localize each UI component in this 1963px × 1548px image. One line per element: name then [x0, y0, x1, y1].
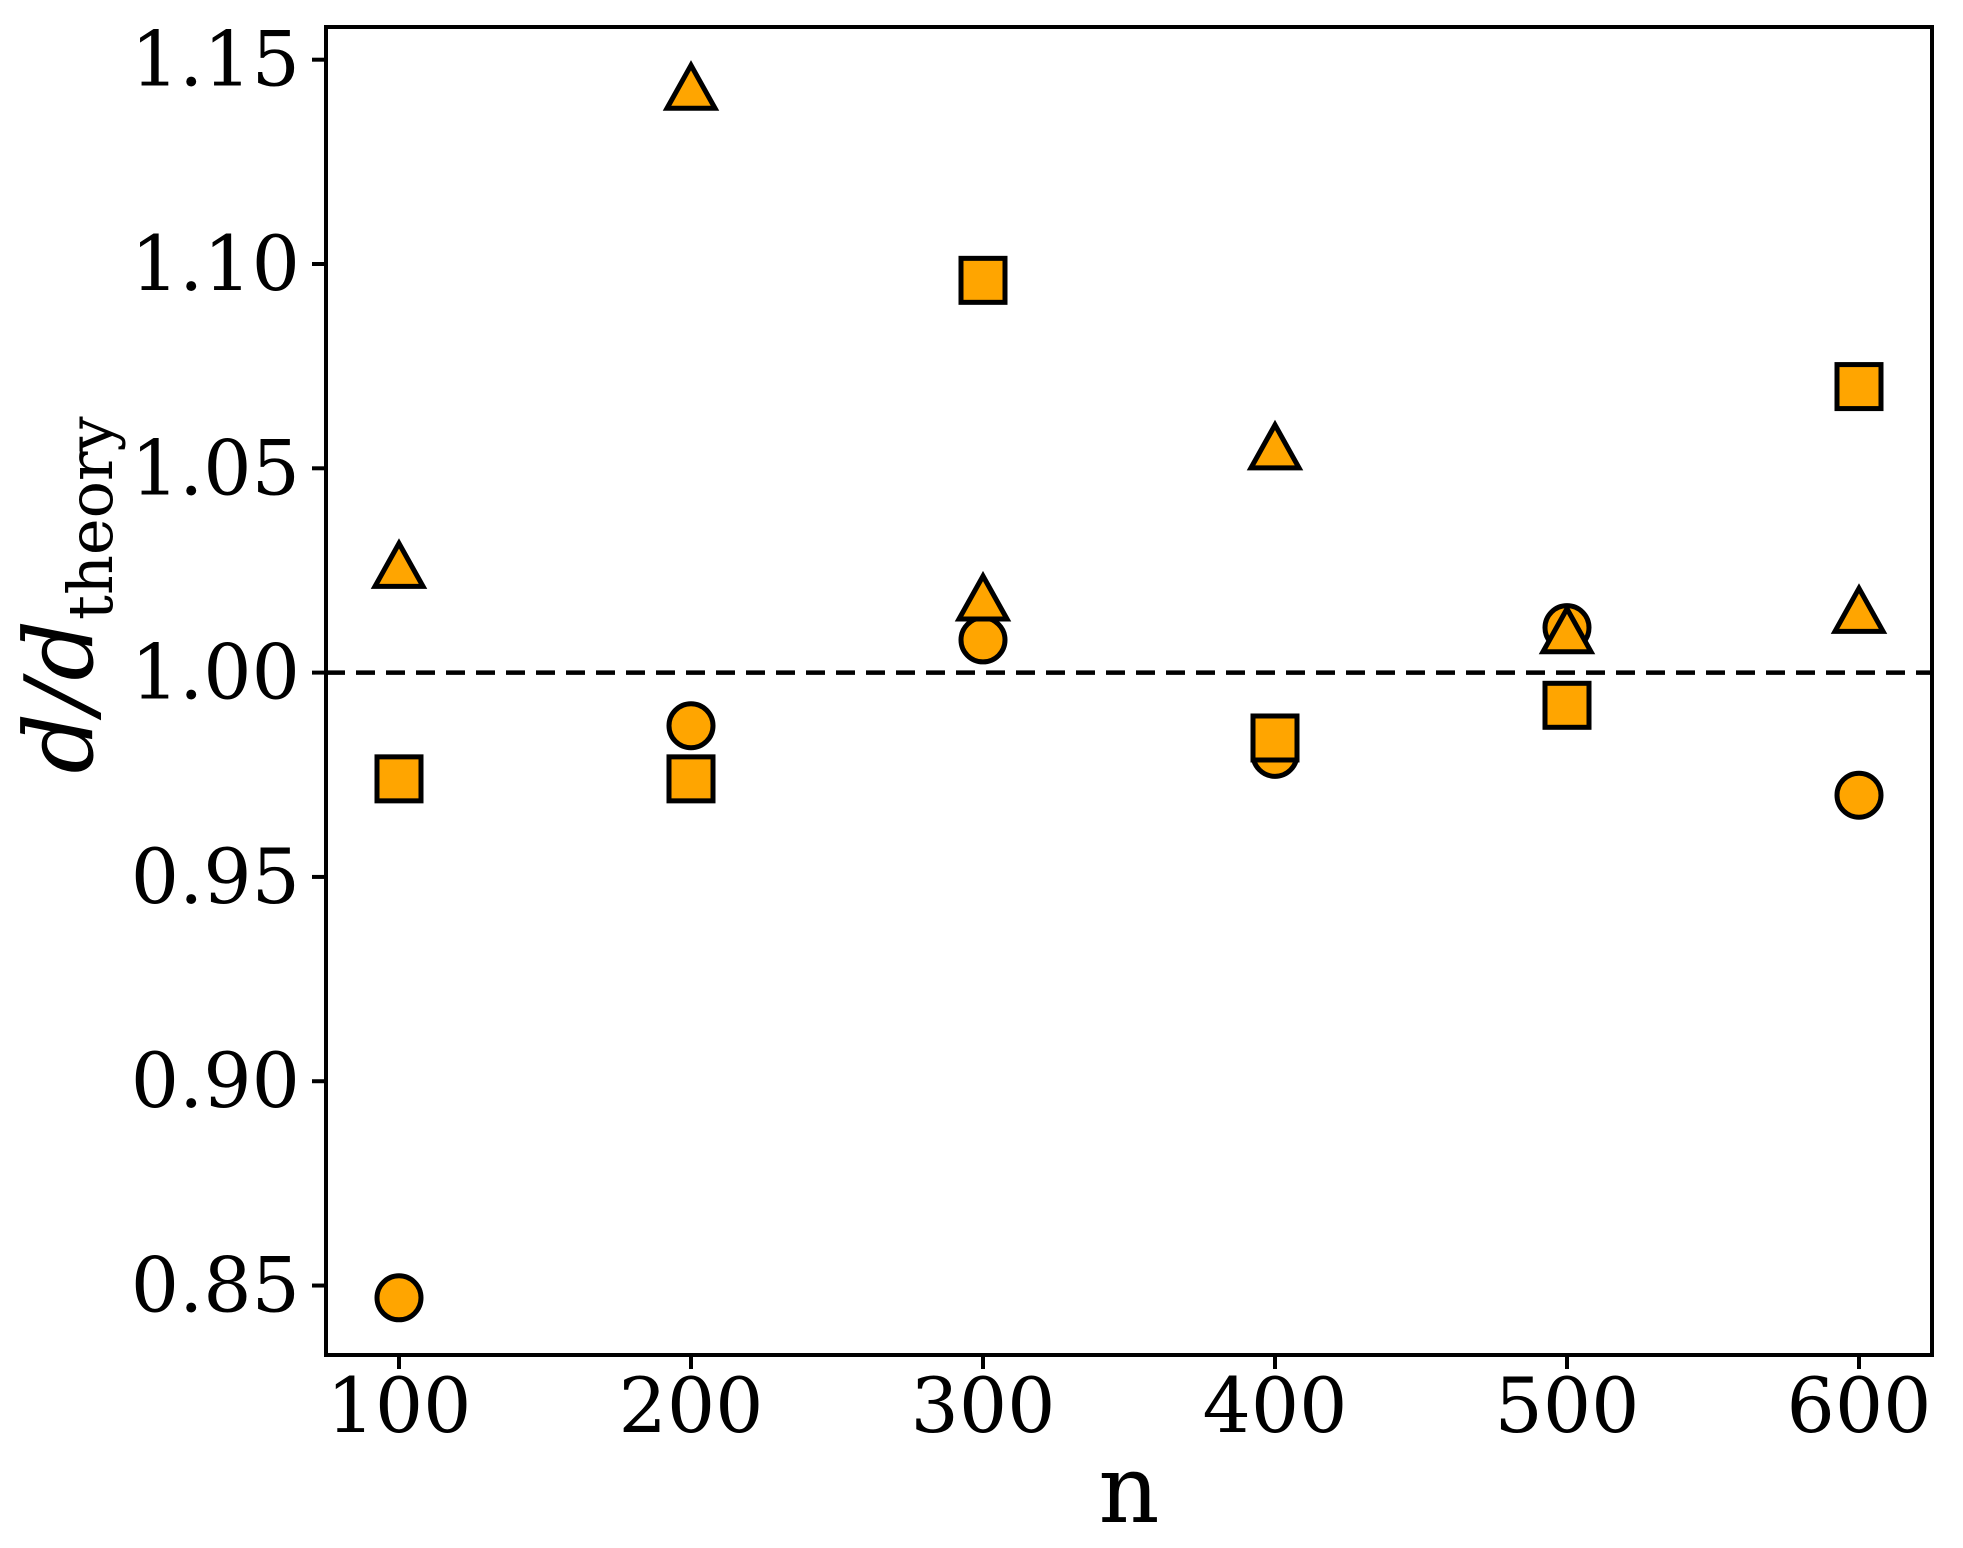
y-tick-label: 0.90 [131, 1036, 300, 1125]
data-point-circle [666, 701, 716, 751]
data-point-square [666, 754, 716, 804]
data-point-triangle [370, 538, 428, 589]
data-point-square [1250, 713, 1300, 763]
data-point-square [374, 754, 424, 804]
x-tick-label: 300 [910, 1361, 1055, 1450]
data-point-triangle [1246, 419, 1304, 471]
data-point-square [958, 255, 1008, 305]
x-tick-label: 100 [326, 1361, 471, 1450]
data-point-circle [958, 615, 1008, 665]
x-tick-label: 400 [1202, 1361, 1347, 1450]
x-tick-label: 500 [1494, 1361, 1639, 1450]
y-tick-label: 0.85 [131, 1241, 300, 1330]
y-axis-label-subscript: theory [54, 416, 127, 620]
y-tick-label: 0.95 [131, 832, 300, 921]
y-axis-label-main: d/d [5, 620, 115, 774]
data-point-circle [374, 1273, 424, 1323]
plot-layer: 100 200 300 400 500 600 0.85 0.90 0.95 1.00 1.05 1.… [131, 15, 1934, 1450]
data-point-triangle [1538, 603, 1596, 655]
x-axis-label: n [1098, 1435, 1159, 1545]
y-tick-label: 1.05 [131, 423, 300, 512]
y-tick-label: 1.00 [131, 628, 300, 717]
data-point-triangle [1830, 583, 1888, 634]
data-point-square [1542, 680, 1592, 730]
y-tick-label: 1.15 [131, 15, 300, 104]
x-tick-label: 200 [618, 1361, 763, 1450]
data-point-circle [1834, 770, 1884, 820]
axes-spines [324, 25, 1934, 1357]
data-point-square [1834, 362, 1884, 412]
y-axis-label: d/dtheory [5, 416, 127, 773]
y-tick-label: 1.10 [131, 219, 300, 308]
data-point-triangle [662, 60, 720, 111]
data-point-triangle [954, 570, 1012, 622]
x-tick-label: 600 [1786, 1361, 1931, 1450]
